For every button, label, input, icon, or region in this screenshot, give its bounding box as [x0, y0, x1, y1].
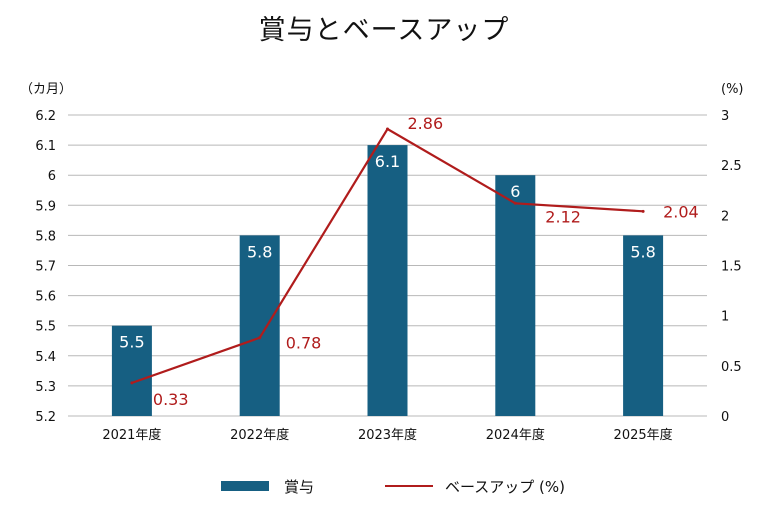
y-left-tick-label: 6.2	[35, 109, 56, 124]
line-value-label: 2.86	[408, 114, 444, 133]
y-left-tick-label: 6	[48, 169, 56, 184]
bar-value-label: 6	[510, 182, 520, 201]
y-left-tick-label: 6.1	[35, 139, 56, 154]
x-tick-label: 2024年度	[486, 427, 545, 443]
bar-value-label: 6.1	[375, 152, 400, 171]
y-right-tick-label: 1.5	[721, 260, 742, 275]
y-left-tick-label: 5.4	[35, 350, 56, 365]
y-right-tick-label: 0	[721, 410, 729, 425]
legend-label-line: ベースアップ (%)	[445, 478, 565, 496]
y-left-unit-label: （カ月）	[20, 82, 72, 97]
line-value-label: 2.04	[663, 202, 699, 221]
y-right-tick-label: 3	[721, 109, 729, 124]
line-value-label: 0.78	[286, 334, 322, 353]
y-right-unit-label: (%)	[721, 82, 744, 97]
line-value-label: 2.12	[545, 207, 581, 226]
line-series	[130, 127, 645, 385]
y-left-tick-label: 5.7	[35, 260, 56, 275]
y-left-tick-label: 5.6	[35, 290, 56, 305]
bar-value-label: 5.8	[630, 242, 655, 261]
y-left-tick-label: 5.3	[35, 380, 56, 395]
x-tick-label: 2023年度	[358, 427, 417, 443]
y-left-tick-label: 5.2	[35, 410, 56, 425]
bar-value-label: 5.8	[247, 242, 272, 261]
y-right-tick-label: 1	[721, 310, 729, 325]
y-left-tick-label: 5.8	[35, 229, 56, 244]
x-tick-label: 2022年度	[230, 427, 289, 443]
x-tick-label: 2025年度	[614, 427, 673, 443]
y-right-tick-label: 2.5	[721, 159, 742, 174]
y-right-tick-label: 2	[721, 209, 729, 224]
bar	[111, 325, 152, 416]
data-labels: 5.5 5.8 6.1 6 5.8 0.33 0.78 2.86 2.12 2.04	[119, 114, 699, 409]
chart-title: 賞与とベースアップ	[258, 15, 510, 46]
bars	[111, 145, 664, 416]
line-point	[386, 127, 389, 131]
line-point	[641, 209, 645, 213]
line-point	[513, 201, 517, 205]
y-right-tick-label: 0.5	[721, 360, 742, 375]
axes: 6.2 6.1 6 5.9 5.8 5.7 5.6 5.5 5.4 5.3 5.2 3 2.5 2 1.5 1…	[20, 82, 744, 443]
line-point	[130, 381, 134, 385]
legend-label-bar: 賞与	[284, 478, 314, 496]
y-left-tick-label: 5.9	[35, 199, 56, 214]
line-point	[258, 336, 262, 340]
x-tick-label: 2021年度	[102, 427, 161, 443]
legend-swatch-bar	[221, 481, 269, 491]
bar-value-label: 5.5	[119, 333, 144, 352]
legend: 賞与 ベースアップ (%)	[221, 478, 565, 496]
bar	[367, 145, 408, 416]
bar	[239, 235, 280, 416]
bar	[623, 235, 664, 416]
y-left-tick-label: 5.5	[35, 320, 56, 335]
bar	[495, 175, 536, 416]
line-value-label: 0.33	[153, 390, 189, 409]
